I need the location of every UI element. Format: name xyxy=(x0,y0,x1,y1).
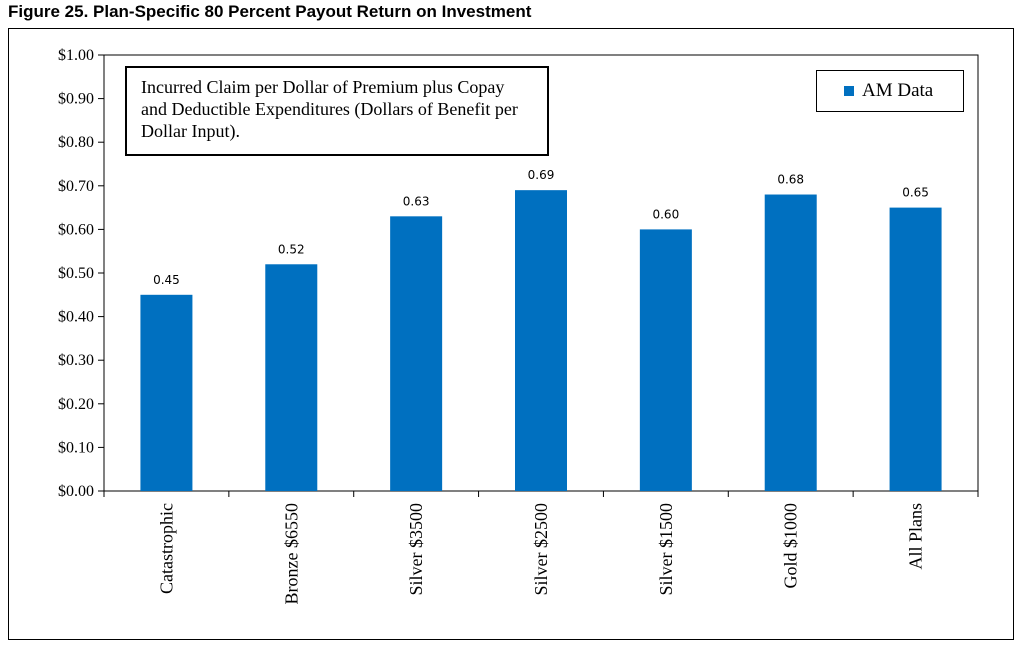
category-label: Silver $1500 xyxy=(656,503,676,596)
category-label: Bronze $6550 xyxy=(281,503,301,604)
chart-labels: 0.45 Catastrophic 0.52 Bronze $6550 0.63 Silv… xyxy=(153,168,929,604)
y-tick-label: $0.00 xyxy=(58,483,94,500)
bar xyxy=(764,194,817,491)
category-label: Silver $2500 xyxy=(531,503,551,596)
legend: AM Data xyxy=(816,70,964,112)
figure-title: Figure 25. Plan-Specific 80 Percent Payo… xyxy=(8,2,532,21)
category-label: Gold $1000 xyxy=(781,503,801,589)
legend-swatch xyxy=(844,86,854,96)
legend-label: AM Data xyxy=(862,80,934,101)
y-tick-label: $0.20 xyxy=(58,396,94,413)
y-tick-label: $0.70 xyxy=(58,178,94,195)
data-label: 0.68 xyxy=(777,173,804,187)
y-tick-label: $0.50 xyxy=(58,265,94,282)
bar xyxy=(889,207,942,491)
annotation-box: Incurred Claim per Dollar of Premium plu… xyxy=(125,66,549,156)
y-tick-label: $0.90 xyxy=(58,91,94,108)
chart-frame xyxy=(8,28,1014,640)
bar xyxy=(390,216,443,491)
chart-axes: $0.00 $0.10 $0.20 $0.30 $0.40 $0.50 $0.60 $0.70… xyxy=(58,47,979,500)
category-label: Catastrophic xyxy=(156,503,176,594)
data-label: 0.65 xyxy=(902,186,929,200)
y-tick-label: $0.30 xyxy=(58,352,94,369)
data-label: 0.60 xyxy=(652,207,679,221)
y-tick-label: $0.40 xyxy=(58,309,94,326)
data-label: 0.63 xyxy=(403,194,430,208)
bar xyxy=(639,229,692,491)
y-tick-label: $0.60 xyxy=(58,221,94,238)
category-label: All Plans xyxy=(906,503,926,570)
bar xyxy=(140,294,193,491)
data-label: 0.45 xyxy=(153,273,180,287)
category-label: Silver $3500 xyxy=(406,503,426,596)
y-tick-label: $1.00 xyxy=(58,47,94,64)
y-tick-label: $0.10 xyxy=(58,439,94,456)
chart-bars xyxy=(140,190,942,491)
data-label: 0.52 xyxy=(278,242,305,256)
bar xyxy=(515,190,567,491)
y-tick-label: $0.80 xyxy=(58,134,94,151)
bar xyxy=(265,264,318,491)
data-label: 0.69 xyxy=(528,168,555,182)
